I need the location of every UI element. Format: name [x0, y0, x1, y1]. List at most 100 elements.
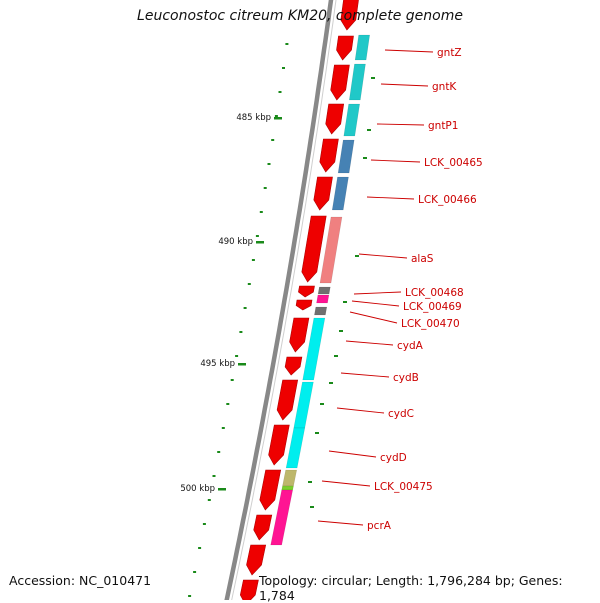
feature-dot [355, 255, 359, 257]
ruler-dot [226, 403, 230, 405]
genome-title: Leuconostoc citreum KM20, complete genom… [137, 8, 463, 24]
ruler-dot [193, 571, 197, 573]
ruler-dot [230, 379, 234, 381]
ruler-dot [239, 331, 243, 333]
feature-dot [371, 77, 375, 79]
feature-dot [339, 330, 343, 332]
scale-tick-mark [238, 363, 246, 366]
scale-tick-label: 485 kbp [236, 113, 271, 123]
gene-leader-line [349, 311, 398, 324]
ruler-dot [202, 523, 206, 525]
gene-leader-line [336, 407, 385, 414]
ruler-dot [274, 115, 278, 117]
backbone-line [224, 0, 334, 600]
cds-arrow [330, 64, 350, 101]
gene-label: cydB [393, 372, 419, 384]
gene-label: alaS [411, 253, 434, 265]
cds-arrow [295, 299, 313, 311]
gene-label: gntZ [437, 47, 462, 59]
feature-dot [308, 481, 312, 483]
cds-arrow [239, 579, 259, 600]
cds-arrow [313, 176, 333, 211]
ruler-dot [285, 43, 289, 45]
scale-tick-mark [256, 241, 264, 244]
gene-label: cydD [380, 452, 407, 464]
ruler-dot [221, 427, 225, 429]
gene-feature-LCK_00475 [281, 485, 294, 491]
ruler-dot [217, 451, 221, 453]
cds-arrow [284, 356, 303, 376]
gene-feature-LCK_00468 [317, 286, 331, 295]
cds-arrow [289, 317, 310, 353]
gene-leader-line [353, 291, 402, 295]
gene-label: gntK [432, 81, 457, 93]
gc-skew-dots [188, 43, 375, 597]
ruler-dot [198, 547, 202, 549]
ruler-dot [263, 187, 267, 189]
gene-leader-line [321, 480, 371, 487]
ruler-dot [207, 499, 211, 501]
gene-feature-cydA [302, 317, 326, 381]
ruler-dot [251, 259, 255, 261]
scale-tick-mark [274, 117, 282, 120]
gene-leader-line [376, 123, 425, 126]
gene-leader-line [370, 159, 421, 163]
gene-feature-LCK_00466 [331, 176, 349, 211]
backbone-track [224, 0, 337, 600]
gene-feature-gntK [349, 63, 366, 101]
gene-leader-line [328, 450, 377, 458]
gene-leader-line [366, 196, 415, 200]
cds-arrow [246, 544, 267, 576]
feature-dot [343, 301, 347, 303]
feature-dot [363, 157, 367, 159]
gene-leader-line [317, 520, 364, 526]
gene-leader-lines [317, 49, 434, 526]
ruler-dot [188, 595, 192, 597]
cds-arrow [340, 0, 359, 31]
feature-dot [329, 382, 333, 384]
scale-tick-mark [218, 488, 226, 491]
scale-ticks: 485 kbp 490 kbp 495 kbp 500 kbp [180, 113, 282, 494]
accession-text: Accession: NC_010471 [9, 573, 152, 588]
gene-labels: gntZ gntK gntP1 LCK_00465 LCK_00466 alaS LCK_0… [367, 47, 483, 532]
gene-feature-LCK_00469 [316, 294, 330, 304]
cds-arrow [268, 424, 290, 466]
gene-leader-line [345, 340, 394, 346]
gene-leader-line [340, 372, 390, 378]
cds-arrow [298, 285, 315, 298]
gene-label: LCK_00470 [401, 318, 460, 330]
gene-feature-alaS [319, 216, 343, 284]
ruler-dot [247, 283, 251, 285]
cds-arrow [325, 103, 345, 135]
gene-label: cydC [388, 408, 414, 420]
cds-arrow [319, 138, 339, 173]
ruler-dot [259, 211, 263, 213]
gene-feature-cydC [285, 427, 306, 469]
gene-label: LCK_00466 [418, 194, 477, 206]
gene-label: LCK_00475 [374, 481, 433, 493]
cds-arrow [301, 215, 327, 283]
gene-label: pcrA [367, 520, 392, 532]
gene-leader-line [384, 49, 434, 53]
ruler-dot [212, 475, 216, 477]
gene-label: LCK_00468 [405, 287, 464, 299]
ruler-dot [255, 235, 259, 237]
cds-track [239, 0, 359, 600]
feature-dot [334, 355, 338, 357]
gene-label: gntP1 [428, 120, 458, 132]
gene-track [270, 34, 370, 546]
backbone-inner-line [231, 0, 337, 600]
scale-tick-label: 495 kbp [200, 359, 235, 369]
gene-feature-gntP1 [343, 103, 360, 137]
topology-text: Topology: circular; Length: 1,796,284 bp… [259, 573, 563, 603]
gene-feature-cydB [293, 381, 314, 429]
ruler-dot [267, 163, 271, 165]
gene-feature-LCK_00465 [337, 139, 355, 174]
feature-dot [310, 506, 314, 508]
gene-label: LCK_00469 [403, 301, 462, 313]
gene-label: cydA [397, 340, 424, 352]
ruler-dot [243, 307, 247, 309]
feature-dot [315, 432, 319, 434]
cds-arrow [253, 514, 273, 541]
